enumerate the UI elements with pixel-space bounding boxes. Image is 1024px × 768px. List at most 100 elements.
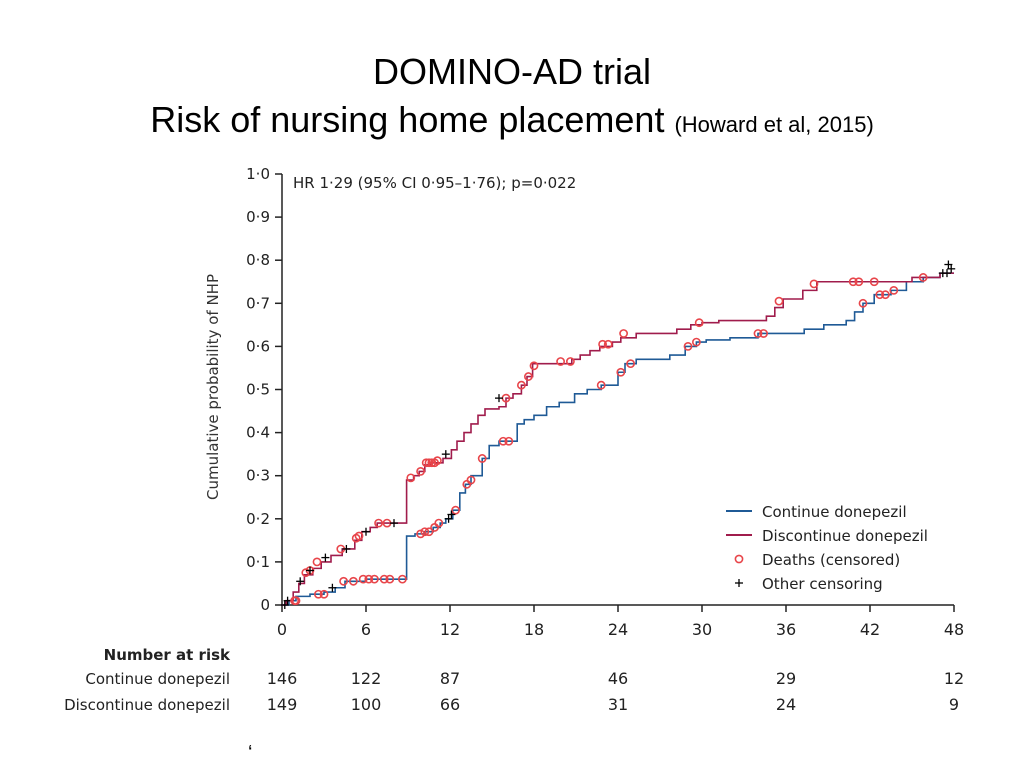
y-axis: 0 0·1 0·2 0·3 0·4 0·5 0·6 0·7 0·8 0·9 1·0	[246, 165, 283, 614]
death-censor-marker	[889, 285, 899, 295]
hr-annotation: HR 1·29 (95% CI 0·95–1·76); p=0·022	[293, 174, 576, 192]
x-tick-label: 0	[277, 620, 287, 639]
slide-subtitle: Risk of nursing home placement (Howard e…	[0, 98, 1024, 147]
y-tick-label: 0·4	[246, 424, 270, 442]
x-tick-label: 36	[776, 620, 796, 639]
x-tick-label: 24	[608, 620, 628, 639]
y-axis-label: Cumulative probability of NHP	[204, 274, 222, 500]
risk-value: 100	[351, 695, 382, 714]
legend-death-marker	[734, 554, 744, 564]
subtitle-citation: (Howard et al, 2015)	[674, 112, 874, 137]
death-censor-marker	[619, 329, 628, 338]
other-censor-marker	[944, 260, 953, 269]
x-tick-label: 30	[692, 620, 712, 639]
death-censor-marker	[869, 277, 879, 287]
death-censor-marker	[427, 458, 437, 468]
risk-value: 24	[776, 695, 796, 714]
x-tick-label: 6	[361, 620, 371, 639]
legend-label-discontinue: Discontinue donepezil	[762, 527, 928, 545]
other-censor-marker	[342, 544, 351, 553]
y-tick-label: 0·6	[246, 337, 270, 355]
y-tick-label: 1·0	[246, 165, 270, 183]
risk-value: 12	[944, 669, 964, 688]
death-censor-marker	[881, 290, 890, 300]
death-censor-marker	[424, 527, 434, 537]
death-censor-marker	[854, 277, 864, 287]
death-censor-marker	[598, 339, 607, 349]
death-censor-marker	[421, 458, 431, 468]
death-censor-marker	[466, 475, 476, 485]
corner-mark: ‘	[248, 742, 253, 764]
legend: Continue donepezil Discontinue donepezil D…	[726, 503, 928, 593]
other-censor-marker	[947, 264, 956, 273]
death-censor-marker	[420, 527, 430, 537]
x-tick-label: 12	[440, 620, 460, 639]
death-censor-marker	[416, 529, 425, 539]
death-censor-marker	[416, 466, 425, 476]
death-censor-marker	[848, 277, 858, 287]
y-tick-label: 0·5	[246, 381, 270, 399]
risk-value: 31	[608, 695, 628, 714]
x-tick-label: 18	[524, 620, 544, 639]
y-tick-label: 0·2	[246, 510, 270, 528]
death-censor-marker	[348, 576, 358, 586]
death-censor-marker	[434, 518, 444, 528]
death-censor-marker	[603, 339, 613, 349]
other-censor-marker	[306, 566, 314, 575]
death-censor-marker	[385, 574, 395, 584]
death-censor-marker	[498, 436, 508, 446]
death-censor-marker	[374, 518, 383, 528]
slide-title: DOMINO-AD trial	[373, 51, 651, 92]
death-censor-marker	[379, 574, 389, 584]
death-censor-marker	[354, 531, 364, 541]
marker-layer	[280, 260, 956, 609]
death-censor-marker	[369, 574, 379, 584]
other-censor-marker	[444, 514, 453, 523]
risk-value: 122	[351, 669, 382, 688]
death-censor-marker	[759, 329, 768, 338]
other-censor-marker	[495, 394, 503, 403]
other-censor-marker	[390, 519, 398, 528]
death-censor-marker	[809, 279, 819, 289]
death-censor-marker	[319, 589, 329, 599]
x-tick-label: 48	[944, 620, 964, 639]
death-censor-marker	[858, 298, 868, 308]
death-censor-marker	[451, 505, 460, 515]
legend-label-continue: Continue donepezil	[762, 503, 907, 521]
death-censor-marker	[424, 458, 434, 468]
death-censor-marker	[312, 557, 322, 567]
other-censor-marker	[447, 510, 456, 519]
death-censor-marker	[556, 357, 565, 366]
death-censor-marker	[477, 454, 487, 463]
death-censor-marker	[313, 589, 323, 599]
risk-value: 29	[776, 669, 796, 688]
risk-table-header: Number at risk	[104, 646, 231, 664]
death-censor-marker	[397, 574, 407, 584]
death-censor-marker	[753, 329, 763, 338]
death-censor-marker	[339, 576, 348, 586]
risk-value: 87	[440, 669, 460, 688]
other-censor-marker	[280, 601, 289, 609]
death-censor-marker	[918, 273, 928, 282]
risk-value: 149	[267, 695, 298, 714]
y-tick-label: 0·7	[246, 294, 270, 312]
death-censor-marker	[364, 574, 374, 584]
risk-table: Number at risk Continue donepezil 146 122 87…	[64, 646, 964, 714]
death-censor-marker	[683, 341, 693, 351]
x-tick-label: 42	[860, 620, 880, 639]
subtitle-main: Risk of nursing home placement	[150, 99, 665, 140]
risk-value: 66	[440, 695, 460, 714]
death-censor-marker	[626, 359, 635, 369]
other-censor-marker	[441, 450, 450, 459]
other-censor-marker	[943, 269, 951, 278]
death-censor-marker	[596, 380, 606, 390]
y-tick-label: 0·8	[246, 251, 270, 269]
death-censor-marker	[529, 361, 539, 371]
death-censor-marker	[358, 574, 368, 584]
other-censor-marker	[321, 553, 330, 562]
y-tick-label: 0·3	[246, 467, 270, 485]
death-censor-marker	[432, 456, 442, 466]
risk-value: 146	[267, 669, 298, 688]
y-tick-label: 0·9	[246, 208, 270, 226]
